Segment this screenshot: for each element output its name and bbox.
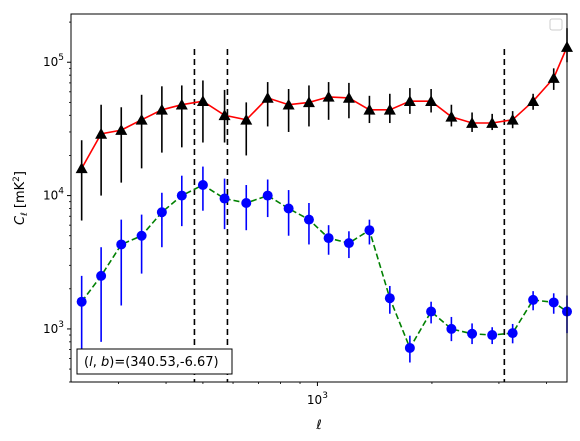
y-tick-label-2: 105 bbox=[43, 53, 64, 69]
series-0-point bbox=[383, 103, 396, 115]
series-1-point bbox=[528, 294, 539, 305]
series-1-point bbox=[384, 293, 395, 304]
series-1-point bbox=[343, 238, 354, 249]
series-0-point bbox=[282, 98, 295, 110]
series-0-point bbox=[218, 109, 231, 121]
error-bars bbox=[80, 28, 568, 363]
series-0-point bbox=[506, 113, 519, 125]
series-1-point bbox=[96, 270, 107, 281]
svg-text:(l, b)=(340.53,-6.67): (l, b)=(340.53,-6.67) bbox=[84, 355, 219, 370]
plot-frame bbox=[70, 13, 568, 383]
series-0-point bbox=[445, 110, 458, 122]
annotation-box: (l, b)=(340.53,-6.67) bbox=[76, 348, 233, 375]
x-tick-label-0: 103 bbox=[307, 391, 328, 407]
series-0-point bbox=[547, 72, 560, 83]
series-0-point bbox=[322, 90, 335, 102]
series-1-point bbox=[76, 296, 87, 307]
series-1-point bbox=[446, 323, 457, 334]
plot-area bbox=[71, 14, 567, 382]
series-0-point bbox=[261, 91, 274, 103]
series-0-point bbox=[342, 91, 355, 103]
series-1-point bbox=[262, 190, 273, 201]
series-1-point bbox=[219, 193, 230, 204]
series-1-point bbox=[303, 214, 314, 225]
series-0-point bbox=[155, 103, 168, 115]
series-1-point bbox=[467, 328, 478, 339]
series-markers bbox=[75, 41, 573, 353]
series-0-point bbox=[425, 95, 438, 107]
x-axis-label: ℓ bbox=[315, 418, 321, 433]
series-1-point bbox=[136, 230, 147, 241]
y-tick-label-0: 103 bbox=[43, 320, 64, 336]
series-0-point bbox=[466, 117, 479, 128]
series-0-point bbox=[95, 127, 108, 139]
series-0-point bbox=[75, 162, 88, 174]
series-1-point bbox=[116, 239, 127, 250]
series-0-point bbox=[363, 103, 376, 115]
series-1-point bbox=[241, 197, 252, 208]
series-1-point bbox=[364, 225, 375, 236]
series-0-point bbox=[302, 96, 315, 108]
series-0-point bbox=[196, 95, 209, 107]
tick-labels: 103 104 105 103 bbox=[43, 53, 328, 407]
series-0-point bbox=[486, 117, 499, 128]
series-0-point bbox=[403, 95, 416, 107]
series-0-point bbox=[115, 124, 128, 135]
series-0-point bbox=[240, 113, 253, 125]
y-axis-label: Cℓ [mK2] bbox=[12, 171, 30, 225]
series-0-point bbox=[527, 95, 540, 107]
series-0-point bbox=[135, 113, 148, 125]
series-1-point bbox=[197, 180, 208, 191]
series-0-point bbox=[175, 98, 188, 110]
series-1-point bbox=[283, 203, 294, 214]
series-1-point bbox=[404, 342, 415, 353]
legend-box bbox=[549, 18, 563, 31]
series-1-point bbox=[156, 207, 167, 218]
axis-ticks bbox=[67, 21, 547, 386]
series-1-point bbox=[426, 306, 437, 317]
vertical-lines bbox=[193, 49, 506, 382]
series-1-point bbox=[507, 328, 518, 339]
series-1-point bbox=[323, 233, 334, 244]
series-1-point bbox=[487, 330, 498, 341]
y-tick-label-1: 104 bbox=[43, 187, 64, 203]
series-1-point bbox=[548, 297, 559, 308]
series-1-point bbox=[176, 190, 187, 201]
